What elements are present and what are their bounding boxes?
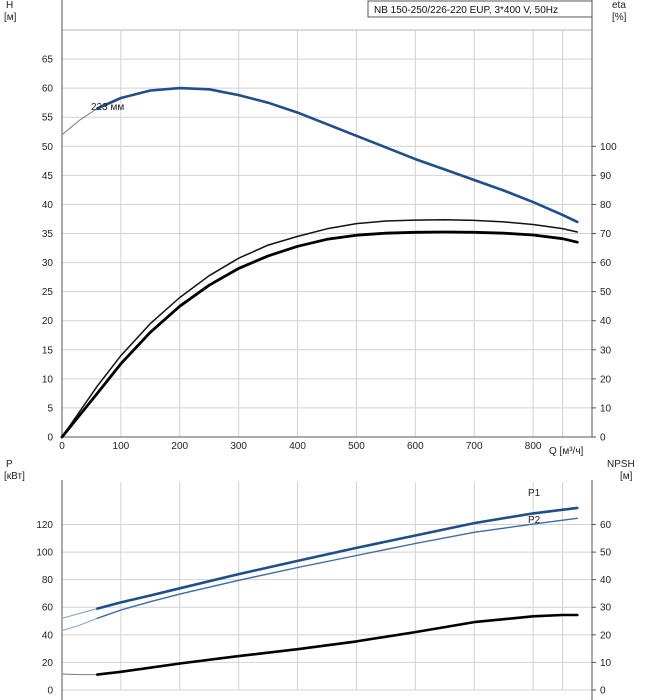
title-box [367, 0, 593, 18]
impeller-annotation: 223 мм [91, 102, 124, 113]
x-tick-label: 800 [525, 441, 542, 452]
p-tick-label: 0 [47, 686, 53, 697]
y-right-unit-bottom: [м] [620, 471, 633, 482]
top-curve-H [96, 86, 579, 224]
y-left-tick-label: 40 [42, 200, 54, 211]
x-tick-label: 400 [289, 441, 306, 452]
y-left-label-top: H [6, 0, 13, 11]
bottom-curve-p1-extension [61, 608, 98, 619]
y-right-tick-label: 30 [600, 345, 612, 356]
y-left-tick-label: 0 [47, 433, 53, 444]
npsh-tick-label: 50 [600, 548, 612, 559]
bottom-curve-p1 [96, 506, 579, 610]
y-left-tick-label: 50 [42, 142, 54, 153]
y-left-tick-label: 20 [42, 316, 54, 327]
y-left-unit-top: [м] [4, 12, 17, 23]
y-right-tick-label: 40 [600, 316, 612, 327]
top-chart-grid: 0 100 200 300 400 500 600 700 800051015202530354… [42, 0, 617, 452]
x-tick-label: 700 [466, 441, 483, 452]
npsh-tick-label: 40 [600, 575, 612, 586]
y-right-label-top: eta [612, 0, 626, 11]
y-left-label-bottom: P [6, 459, 13, 470]
y-left-tick-label: 35 [42, 229, 54, 240]
npsh-tick-label: 20 [600, 630, 612, 641]
x-tick-label: 200 [171, 441, 188, 452]
bottom-curve-p2 [96, 517, 578, 619]
y-right-tick-label: 20 [600, 374, 612, 385]
y-left-tick-label: 60 [42, 84, 54, 95]
p-tick-label: 40 [42, 630, 54, 641]
y-left-tick-label: 5 [47, 403, 53, 414]
top-curve-eta-1 [61, 219, 579, 438]
y-right-tick-label: 90 [600, 171, 612, 182]
curves-layer [60, 86, 579, 676]
y-left-tick-label: 55 [42, 113, 54, 124]
y-right-tick-label: 0 [600, 433, 606, 444]
x-tick-label: 600 [407, 441, 424, 452]
y-right-tick-label: 60 [600, 258, 612, 269]
y-right-tick-label: 100 [600, 142, 617, 153]
p-tick-label: 20 [42, 658, 54, 669]
p-tick-label: 120 [36, 520, 53, 531]
y-left-unit-bottom: [кВт] [4, 471, 25, 482]
series-label-p2: P2 [528, 515, 541, 526]
p-tick-label: 100 [36, 548, 53, 559]
bottom-curve-npsh-extension [61, 673, 98, 676]
y-right-label-bottom: NPSH [607, 459, 635, 470]
p-tick-label: 80 [42, 575, 54, 586]
y-right-tick-label: 70 [600, 229, 612, 240]
y-right-tick-label: 50 [600, 287, 612, 298]
npsh-tick-label: 30 [600, 603, 612, 614]
bottom-chart-grid: 0 20 40 60 80 100 120 0 10 20 30 40 50 60 [36, 480, 612, 700]
labels-layer: NB 150-250/226-220 EUP, 3*400 V, 50Hz H … [4, 0, 635, 526]
x-tick-label: 300 [230, 441, 247, 452]
chart-title: NB 150-250/226-220 EUP, 3*400 V, 50Hz [374, 5, 558, 16]
y-right-tick-label: 80 [600, 200, 612, 211]
y-left-tick-label: 10 [42, 374, 54, 385]
y-left-tick-label: 30 [42, 258, 54, 269]
npsh-tick-label: 60 [600, 520, 612, 531]
top-curve-eta-2 [60, 230, 579, 439]
bottom-curve-npsh [96, 613, 579, 676]
y-right-tick-label: 10 [600, 403, 612, 414]
npsh-tick-label: 10 [600, 658, 612, 669]
p-tick-label: 60 [42, 603, 54, 614]
x-axis-label: Q [м³/ч] [549, 446, 584, 457]
y-right-unit-top: [%] [612, 12, 627, 23]
y-left-tick-label: 65 [42, 55, 54, 66]
y-left-tick-label: 45 [42, 171, 54, 182]
bottom-curve-p2-extension [61, 617, 98, 632]
y-left-tick-label: 25 [42, 287, 54, 298]
npsh-tick-label: 0 [600, 686, 606, 697]
series-label-p1: P1 [528, 488, 541, 499]
y-left-tick-label: 15 [42, 345, 54, 356]
x-tick-label: 100 [113, 441, 130, 452]
x-tick-label: 500 [348, 441, 365, 452]
x-tick-label: 0 [59, 441, 65, 452]
